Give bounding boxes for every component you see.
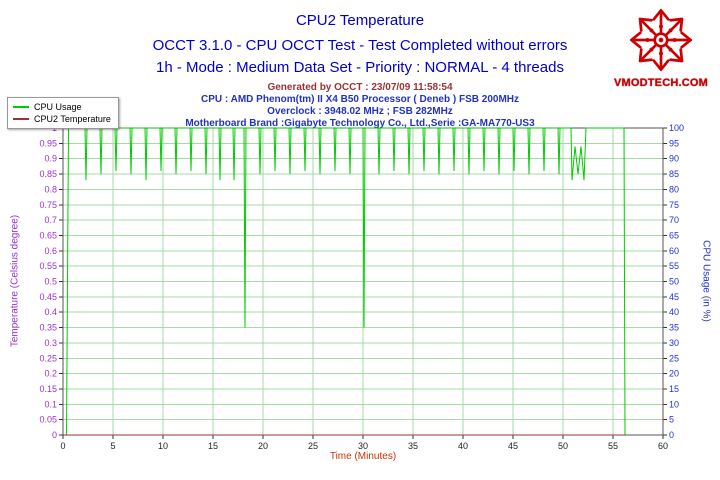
y-left-tick-label: 0.2 (44, 369, 57, 379)
y-right-tick-label: 15 (669, 384, 679, 394)
y-right-tick-label: 40 (669, 307, 679, 317)
y-left-tick-label: 0.25 (39, 353, 57, 363)
x-tick-label: 0 (60, 441, 65, 451)
y-right-tick-label: 100 (669, 123, 684, 133)
cpu-info-line: CPU : AMD Phenom(tm) II X4 B50 Processor… (200, 94, 520, 105)
x-tick-label: 35 (408, 441, 418, 451)
generated-by-line: Generated by OCCT : 23/07/09 11:58:54 (267, 82, 453, 93)
x-tick-label: 55 (608, 441, 618, 451)
y-left-tick-label: 0.1 (44, 399, 57, 409)
y-left-tick-label: 0.55 (39, 261, 57, 271)
y-right-tick-label: 55 (669, 261, 679, 271)
cpu2-temperature-line-swatch (13, 118, 29, 120)
y-left-tick-label: 0.9 (44, 154, 57, 164)
y-left-tick-label: 0.45 (39, 292, 57, 302)
legend-item-cpu2-temperature: CPU2 Temperature (13, 113, 111, 125)
motherboard-info-line: Motherboard Brand :Gigabyte Technology C… (185, 118, 535, 129)
x-tick-label: 20 (258, 441, 268, 451)
chart-title: CPU2 Temperature (295, 12, 425, 29)
y-left-tick-label: 0.75 (39, 200, 57, 210)
vmodtech-logo: VMODTECH.COM (610, 4, 712, 89)
y-right-tick-label: 60 (669, 246, 679, 256)
y-right-tick-label: 5 (669, 415, 674, 425)
vmodtech-logo-text: VMODTECH.COM (613, 77, 709, 89)
y-right-tick-label: 45 (669, 292, 679, 302)
y-right-tick-label: 70 (669, 215, 679, 225)
y-left-tick-label: 0.4 (44, 307, 57, 317)
y-left-tick-label: 0.05 (39, 415, 57, 425)
y-left-tick-label: 0.65 (39, 230, 57, 240)
y-left-tick-label: 0.35 (39, 323, 57, 333)
overclock-info-line: Overclock : 3948.02 MHz ; FSB 282MHz (267, 106, 453, 117)
y-right-tick-label: 35 (669, 323, 679, 333)
x-tick-label: 50 (558, 441, 568, 451)
y-right-tick-label: 10 (669, 399, 679, 409)
legend-label: CPU2 Temperature (34, 114, 111, 124)
y-right-tick-label: 20 (669, 369, 679, 379)
x-tick-label: 30 (358, 441, 368, 451)
y-right-tick-label: 85 (669, 169, 679, 179)
test-config-line: 1h - Mode : Medium Data Set - Priority :… (156, 59, 564, 76)
cpu-usage-line-swatch (13, 106, 29, 108)
x-tick-label: 10 (158, 441, 168, 451)
legend-item-cpu-usage: CPU Usage (13, 101, 111, 113)
y-left-tick-label: 0.3 (44, 338, 57, 348)
y-right-tick-label: 65 (669, 230, 679, 240)
legend-label: CPU Usage (34, 102, 82, 112)
series-cpu-usage (66, 127, 626, 436)
vmodtech-star-icon (610, 4, 712, 76)
y-left-tick-label: 0.8 (44, 184, 57, 194)
y-right-tick-label: 75 (669, 200, 679, 210)
y-left-tick-label: 0.7 (44, 215, 57, 225)
y-right-tick-label: 95 (669, 138, 679, 148)
y-right-tick-label: 0 (669, 430, 674, 440)
x-tick-label: 60 (658, 441, 668, 451)
x-tick-label: 45 (508, 441, 518, 451)
y-left-tick-label: 0.6 (44, 246, 57, 256)
test-result-line: OCCT 3.1.0 - CPU OCCT Test - Test Comple… (152, 37, 568, 54)
y-right-tick-label: 90 (669, 154, 679, 164)
x-tick-label: 40 (458, 441, 468, 451)
y-right-tick-label: 30 (669, 338, 679, 348)
x-axis-title: Time (Minutes) (329, 451, 397, 462)
y-left-tick-label: 0 (52, 430, 57, 440)
y-left-tick-label: 0.5 (44, 277, 57, 287)
x-tick-label: 25 (308, 441, 318, 451)
y-right-tick-label: 25 (669, 353, 679, 363)
chart-legend: CPU Usage CPU2 Temperature (7, 97, 119, 129)
x-tick-label: 15 (208, 441, 218, 451)
y-left-tick-label: 0.15 (39, 384, 57, 394)
y-right-tick-label: 50 (669, 277, 679, 287)
x-tick-label: 5 (110, 441, 115, 451)
y-left-tick-label: 0.95 (39, 138, 57, 148)
y-left-tick-label: 0.85 (39, 169, 57, 179)
y-right-tick-label: 80 (669, 184, 679, 194)
